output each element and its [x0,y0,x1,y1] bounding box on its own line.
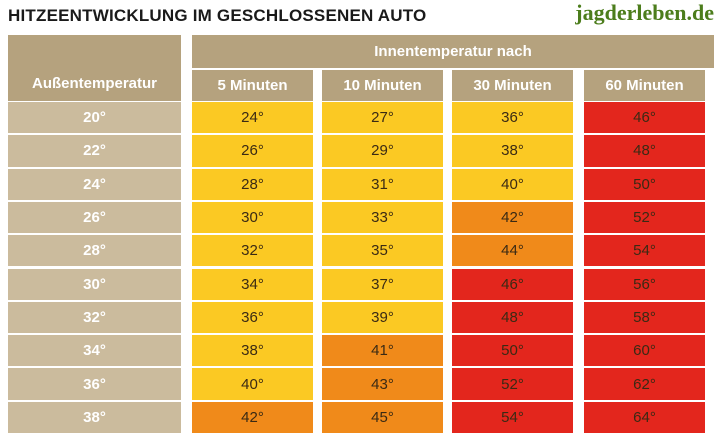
column-header: 5 Minuten [192,70,313,101]
table-cell: 45° [322,401,443,433]
table-cell: 64° [584,401,705,433]
table-cell: 41° [322,335,443,367]
table-cell: 50° [452,335,573,367]
table-cell: 62° [584,368,705,400]
table-cell: 37° [322,268,443,300]
row-label: 34° [8,335,181,367]
row-label: 26° [8,201,181,234]
row-label: 20° [8,102,181,134]
row-label: 32° [8,301,181,334]
table-cell: 60° [584,335,705,367]
table-cell: 40° [452,168,573,200]
table-cell: 48° [584,135,705,167]
table-cell: 32° [192,235,313,267]
column-header: 60 Minuten [584,70,705,101]
table-cell: 31° [322,168,443,200]
row-header: Außentemperatur [8,35,181,101]
table-cell: 39° [322,301,443,334]
row-label: 22° [8,135,181,167]
table-cell: 44° [452,235,573,267]
column-header: 30 Minuten [452,70,573,101]
table-cell: 50° [584,168,705,200]
chart-title: HITZEENTWICKLUNG IM GESCHLOSSENEN AUTO [8,6,427,25]
table-cell: 26° [192,135,313,167]
row-label: 28° [8,235,181,267]
table-cell: 27° [322,102,443,134]
table-cell: 58° [584,301,705,334]
table-cell: 42° [452,201,573,234]
table-cell: 34° [192,268,313,300]
table-cell: 54° [584,235,705,267]
table-cell: 46° [452,268,573,300]
brand-logo: jagderleben.de [575,0,714,25]
table-cell: 43° [322,368,443,400]
table-cell: 28° [192,168,313,200]
table-cell: 48° [452,301,573,334]
table-cell: 24° [192,102,313,134]
table-cell: 29° [322,135,443,167]
row-label: 38° [8,401,181,433]
table-cell: 40° [192,368,313,400]
group-header: Innentemperatur nach [192,35,714,68]
column-header: 10 Minuten [322,70,443,101]
row-label: 24° [8,168,181,200]
table-cell: 52° [452,368,573,400]
table-cell: 56° [584,268,705,300]
table-cell: 35° [322,235,443,267]
table-cell: 36° [192,301,313,334]
table-cell: 52° [584,201,705,234]
table-cell: 30° [192,201,313,234]
table-cell: 38° [452,135,573,167]
table-cell: 36° [452,102,573,134]
table-cell: 46° [584,102,705,134]
table-cell: 33° [322,201,443,234]
row-label: 36° [8,368,181,400]
table-cell: 42° [192,401,313,433]
table-cell: 54° [452,401,573,433]
row-label: 30° [8,268,181,300]
table-cell: 38° [192,335,313,367]
